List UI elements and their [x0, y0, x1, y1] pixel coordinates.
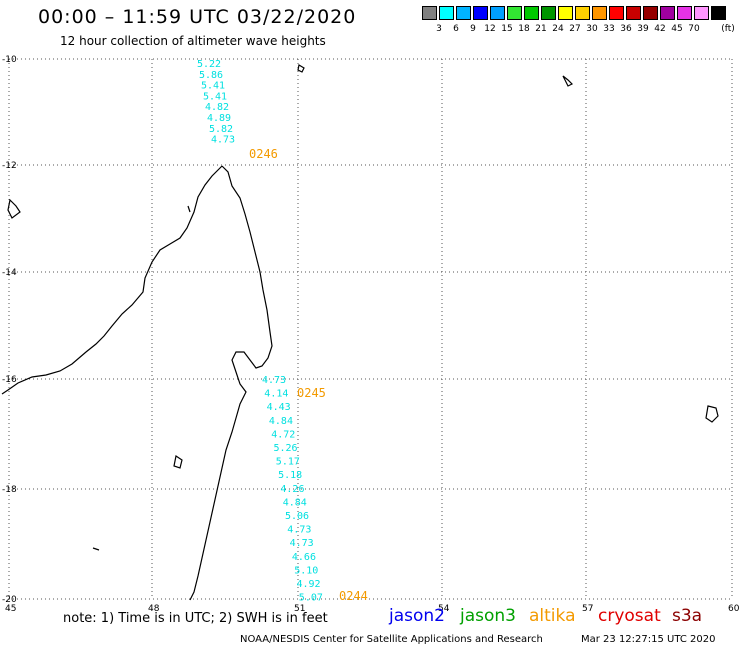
- satellite-legend-jason2: jason2: [389, 606, 445, 626]
- coastline: [1, 64, 719, 601]
- wave-height-label: 5.22: [197, 59, 221, 70]
- wave-height-label: 5.82: [209, 124, 233, 135]
- lat-lon-grid: [8, 58, 733, 600]
- colorbar-label: 45: [671, 24, 683, 34]
- wave-height-label: 5.10: [294, 565, 318, 576]
- pass-time-label: 0245: [297, 386, 326, 400]
- colorbar-label: 36: [620, 24, 632, 34]
- wave-height-label: 4.92: [297, 579, 321, 590]
- lat-tick-label: -16: [2, 375, 17, 385]
- colorbar-label: 18: [518, 24, 530, 34]
- footer-timestamp: Mar 23 12:27:15 UTC 2020: [581, 634, 716, 645]
- colorbar-swatch: [626, 6, 641, 20]
- colorbar-swatch: [473, 6, 488, 20]
- wave-height-label: 4.72: [271, 429, 295, 440]
- satellite-legend-altika: altika: [529, 606, 576, 626]
- wave-height-label: 5.41: [203, 91, 227, 102]
- lat-tick-label: -14: [2, 268, 17, 278]
- colorbar-swatch: [609, 6, 624, 20]
- lat-tick-label: -20: [2, 595, 17, 605]
- lat-tick-label: -12: [2, 161, 17, 171]
- wave-height-label: 5.26: [274, 443, 298, 454]
- colorbar-swatch: [711, 6, 726, 20]
- wave-height-label: 4.73: [211, 135, 235, 146]
- colorbar-swatch: [677, 6, 692, 20]
- wave-height-label: 4.73: [290, 538, 314, 549]
- satellite-legend-jason3: jason3: [460, 606, 516, 626]
- wave-height-label: 4.73: [287, 525, 311, 536]
- colorbar-swatch: [439, 6, 454, 20]
- colorbar-label: 33: [603, 24, 615, 34]
- lon-tick-label: 54: [438, 604, 450, 614]
- colorbar-swatch: [490, 6, 505, 20]
- wave-height-label: 4.43: [267, 402, 291, 413]
- note-text: note: 1) Time is in UTC; 2) SWH is in fe…: [63, 611, 328, 626]
- wave-height-label: 5.86: [199, 70, 223, 81]
- colorbar-label: 15: [501, 24, 513, 34]
- pass-time-label: 0246: [249, 147, 278, 161]
- colorbar-label: 21: [535, 24, 547, 34]
- satellite-legend-cryosat: cryosat: [598, 606, 661, 626]
- colorbar-label: 30: [586, 24, 598, 34]
- colorbar-swatch: [592, 6, 607, 20]
- colorbar-swatch: [422, 6, 437, 20]
- wave-height-label: 4.14: [264, 389, 288, 400]
- wave-height-label: 5.07: [299, 593, 323, 604]
- wave-height-label: 4.73: [262, 375, 286, 386]
- altimeter-tracks: 5.225.865.415.414.824.895.824.7302464.73…: [197, 59, 368, 604]
- colorbar-label: 3: [436, 24, 442, 34]
- wave-height-label: 4.66: [292, 552, 316, 563]
- colorbar-label: 12: [484, 24, 496, 34]
- colorbar-swatch: [694, 6, 709, 20]
- colorbar-swatch: [643, 6, 658, 20]
- satellite-legend-s3a: s3a: [672, 606, 703, 626]
- colorbar-swatch: [558, 6, 573, 20]
- colorbar-label: 39: [637, 24, 649, 34]
- wave-height-label: 5.17: [276, 457, 300, 468]
- lon-tick-label: 48: [148, 604, 160, 614]
- colorbar-label: 70: [688, 24, 700, 34]
- lat-tick-label: -10: [2, 55, 17, 65]
- wave-height-label: 4.82: [205, 102, 229, 113]
- wave-height-label: 4.84: [269, 416, 293, 427]
- colorbar-unit: (ft): [721, 24, 735, 34]
- colorbar-label: 9: [470, 24, 476, 34]
- wave-height-label: 5.41: [201, 81, 225, 92]
- colorbar-swatch: [541, 6, 556, 20]
- pass-time-label: 0244: [339, 589, 368, 603]
- colorbar-swatch: [456, 6, 471, 20]
- lon-tick-label: 45: [5, 604, 16, 614]
- colorbar-label: 27: [569, 24, 581, 34]
- footer-credit: NOAA/NESDIS Center for Satellite Applica…: [240, 634, 543, 645]
- lat-tick-label: -18: [2, 485, 17, 495]
- wave-height-label: 4.89: [207, 113, 231, 124]
- lon-tick-label: 51: [294, 604, 305, 614]
- wave-height-label: 4.84: [283, 497, 307, 508]
- colorbar-swatch: [524, 6, 539, 20]
- map-subtitle: 12 hour collection of altimeter wave hei…: [60, 34, 326, 48]
- colorbar-label: 24: [552, 24, 564, 34]
- lon-tick-label: 57: [582, 604, 593, 614]
- colorbar-label: 42: [654, 24, 666, 34]
- colorbar-swatch: [575, 6, 590, 20]
- wave-height-label: 5.06: [285, 511, 309, 522]
- wave-height-label: 4.26: [280, 484, 304, 495]
- lon-tick-label: 60: [728, 604, 740, 614]
- colorbar-swatch: [660, 6, 675, 20]
- map-title: 00:00 – 11:59 UTC 03/22/2020: [38, 6, 357, 28]
- colorbar-swatch: [507, 6, 522, 20]
- wave-height-label: 5.18: [278, 470, 302, 481]
- colorbar-label: 6: [453, 24, 459, 34]
